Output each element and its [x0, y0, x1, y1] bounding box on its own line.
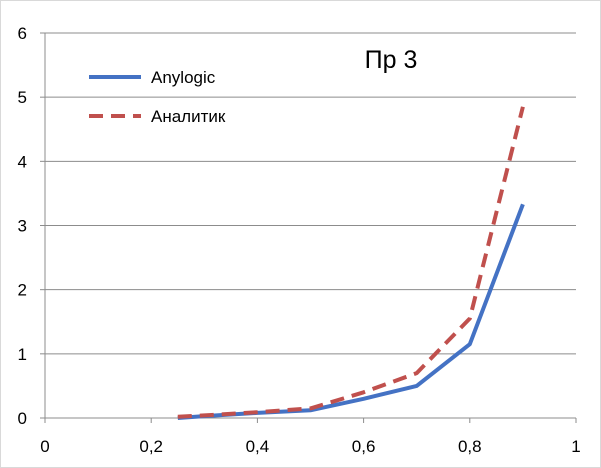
data-point [203, 414, 206, 417]
data-point [468, 317, 471, 320]
y-tick-label: 4 [18, 152, 27, 171]
legend-label-analytic: Аналитик [151, 107, 226, 126]
x-tick-label: 0 [40, 437, 49, 456]
y-tick-label: 1 [18, 345, 27, 364]
data-point [521, 203, 524, 206]
legend: Anylogic Аналитик [89, 68, 226, 126]
axes [40, 32, 577, 423]
data-point [176, 415, 179, 418]
y-tick-label: 5 [18, 88, 27, 107]
legend-label-anylogic: Anylogic [151, 68, 216, 87]
data-point [362, 391, 365, 394]
data-point [256, 411, 259, 414]
y-tick-label: 3 [18, 217, 27, 236]
x-tick-label: 0,8 [458, 437, 482, 456]
series-line-anylogic [177, 203, 525, 420]
data-point [362, 397, 365, 400]
data-point [521, 105, 524, 108]
series-lines [176, 105, 525, 420]
chart-title: Пр 3 [365, 46, 418, 74]
data-point [468, 343, 471, 346]
x-tick-label: 0,4 [246, 437, 270, 456]
series-line-analytic [177, 106, 525, 419]
y-tick-label: 6 [18, 24, 27, 43]
data-point [309, 407, 312, 410]
x-tick-label: 0,2 [139, 437, 163, 456]
x-tick-label: 1 [571, 437, 580, 456]
data-point [415, 372, 418, 375]
y-tick-label: 2 [18, 281, 27, 300]
tick-labels: 0 1 2 3 4 5 6 0 0,2 0,4 0,6 0,8 1 [18, 24, 581, 456]
data-point [415, 384, 418, 387]
y-tick-label: 0 [18, 409, 27, 428]
gridlines [45, 32, 576, 355]
x-tick-label: 0,6 [352, 437, 376, 456]
